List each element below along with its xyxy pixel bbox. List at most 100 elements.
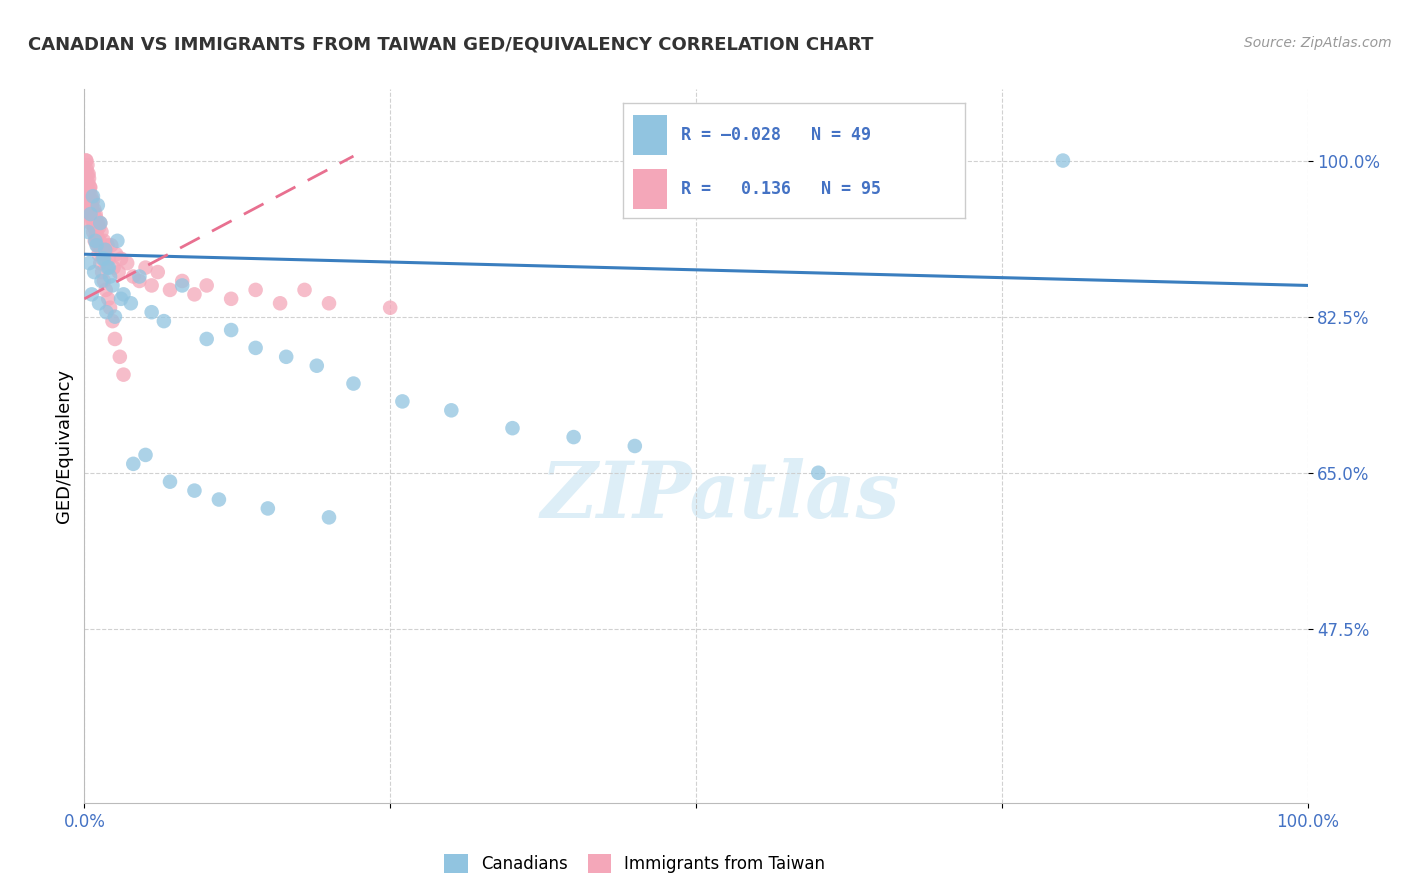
Point: [83, 211, 105, 226]
Point: [80, 194, 103, 208]
Point: [86, 238, 108, 252]
Point: [141, 278, 163, 293]
Point: [380, 301, 402, 315]
Text: ZIPatlas: ZIPatlas: [541, 458, 900, 534]
Point: [82, 202, 104, 217]
Point: [77, 225, 100, 239]
Point: [87, 238, 110, 252]
Point: [76, 158, 98, 172]
Point: [83, 202, 105, 217]
Point: [82, 216, 104, 230]
Point: [86, 238, 108, 252]
Point: [76, 167, 98, 181]
Point: [89, 216, 111, 230]
Point: [100, 238, 122, 252]
Point: [501, 421, 523, 435]
Point: [82, 194, 104, 208]
Point: [79, 207, 101, 221]
Point: [91, 252, 114, 266]
Point: [80, 211, 103, 226]
Point: [219, 323, 242, 337]
Point: [86, 211, 108, 226]
Point: [84, 216, 107, 230]
Point: [391, 394, 413, 409]
Point: [195, 332, 218, 346]
Point: [1052, 153, 1074, 168]
Point: [77, 202, 100, 217]
Point: [75, 180, 97, 194]
Point: [245, 341, 267, 355]
Point: [183, 287, 205, 301]
Point: [79, 194, 101, 208]
Point: [76, 176, 98, 190]
Point: [97, 292, 120, 306]
Point: [96, 305, 118, 319]
Point: [87, 198, 110, 212]
Point: [75, 194, 97, 208]
Point: [90, 243, 112, 257]
Point: [128, 274, 150, 288]
Point: [294, 283, 316, 297]
Point: [82, 225, 104, 239]
Point: [342, 376, 364, 391]
Point: [108, 350, 131, 364]
Point: [84, 229, 107, 244]
Point: [257, 501, 280, 516]
Point: [122, 269, 145, 284]
Point: [79, 180, 101, 194]
Point: [318, 510, 340, 524]
Text: CANADIAN VS IMMIGRANTS FROM TAIWAN GED/EQUIVALENCY CORRELATION CHART: CANADIAN VS IMMIGRANTS FROM TAIWAN GED/E…: [28, 36, 873, 54]
Point: [76, 207, 98, 221]
Point: [75, 171, 97, 186]
Point: [91, 265, 114, 279]
Point: [97, 260, 120, 275]
Point: [562, 430, 585, 444]
Point: [276, 350, 298, 364]
Point: [97, 260, 120, 275]
Point: [75, 153, 97, 168]
Point: [94, 243, 117, 257]
Point: [83, 211, 105, 226]
Point: [104, 332, 127, 346]
Point: [84, 234, 107, 248]
Point: [624, 439, 647, 453]
Point: [77, 189, 100, 203]
Point: [208, 492, 231, 507]
Point: [128, 269, 150, 284]
Point: [135, 260, 157, 275]
Point: [103, 260, 125, 275]
Point: [105, 234, 128, 248]
Point: [90, 225, 112, 239]
Point: [172, 278, 194, 293]
Point: [112, 287, 135, 301]
Point: [77, 167, 100, 181]
Point: [96, 256, 118, 270]
Point: [112, 368, 135, 382]
Point: [146, 265, 169, 279]
Point: [84, 207, 107, 221]
Point: [77, 171, 100, 186]
Point: [89, 256, 111, 270]
Point: [80, 189, 103, 203]
Point: [80, 194, 103, 208]
Y-axis label: GED/Equivalency: GED/Equivalency: [55, 369, 73, 523]
Point: [87, 247, 110, 261]
Point: [84, 220, 107, 235]
Point: [305, 359, 328, 373]
Point: [93, 274, 115, 288]
Point: [84, 229, 107, 244]
Point: [98, 269, 121, 284]
Point: [83, 220, 105, 235]
Point: [90, 274, 112, 288]
Point: [76, 185, 98, 199]
Point: [77, 256, 100, 270]
Point: [91, 247, 114, 261]
Point: [79, 216, 101, 230]
Point: [122, 457, 145, 471]
Point: [110, 292, 132, 306]
Point: [94, 283, 117, 297]
Point: [83, 207, 105, 221]
Point: [107, 265, 129, 279]
Point: [80, 287, 103, 301]
Point: [87, 220, 110, 235]
